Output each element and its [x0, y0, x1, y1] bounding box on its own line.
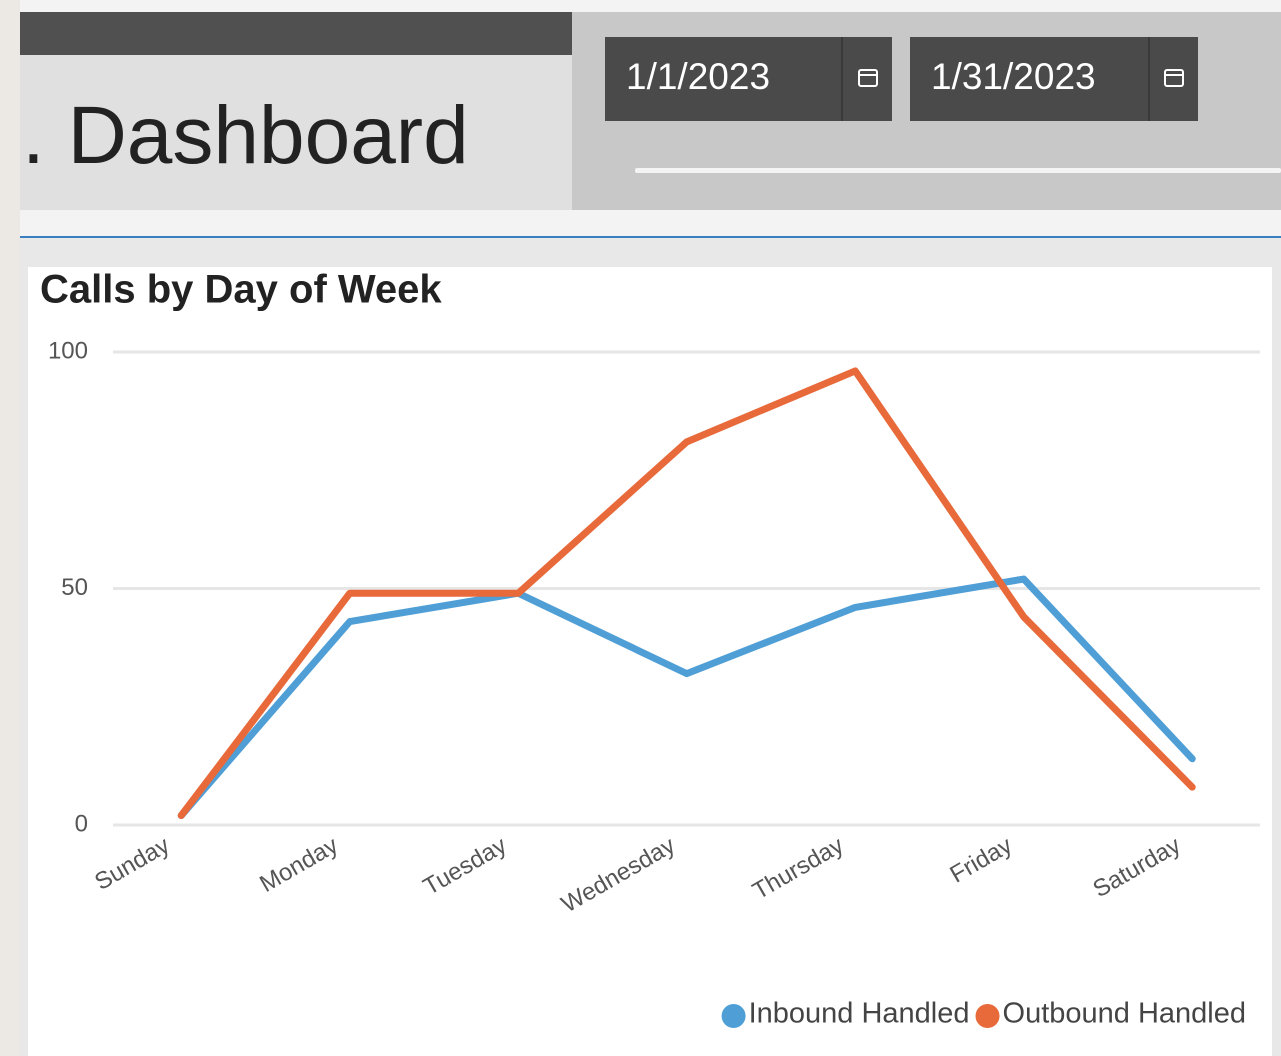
start-date-input[interactable]: [605, 37, 892, 121]
slider-track[interactable]: [635, 168, 1281, 173]
header-bar: [20, 12, 572, 55]
left-strip: [0, 0, 20, 1056]
line-series: [177, 575, 1196, 820]
chart-card: [28, 267, 1272, 1056]
y-tick-label: 100: [48, 337, 88, 364]
chart-title: Calls by Day of Week: [40, 268, 442, 312]
calendar-icon[interactable]: [858, 69, 878, 87]
start-date: 1/1/2023: [626, 56, 770, 97]
page-title: . Dashboard: [22, 90, 469, 181]
y-tick-label: 0: [75, 810, 88, 837]
legend-marker: [721, 1004, 746, 1028]
legend-marker: [975, 1004, 1000, 1028]
separator: [20, 236, 1281, 238]
legend-label: Inbound Handled: [749, 998, 970, 1030]
line-series: [177, 367, 1196, 820]
legend-label: Outbound Handled: [1003, 998, 1246, 1030]
y-tick-label: 50: [61, 574, 88, 601]
end-date: 1/31/2023: [931, 56, 1096, 97]
calendar-icon[interactable]: [1164, 69, 1184, 87]
title-panel: [20, 55, 572, 210]
